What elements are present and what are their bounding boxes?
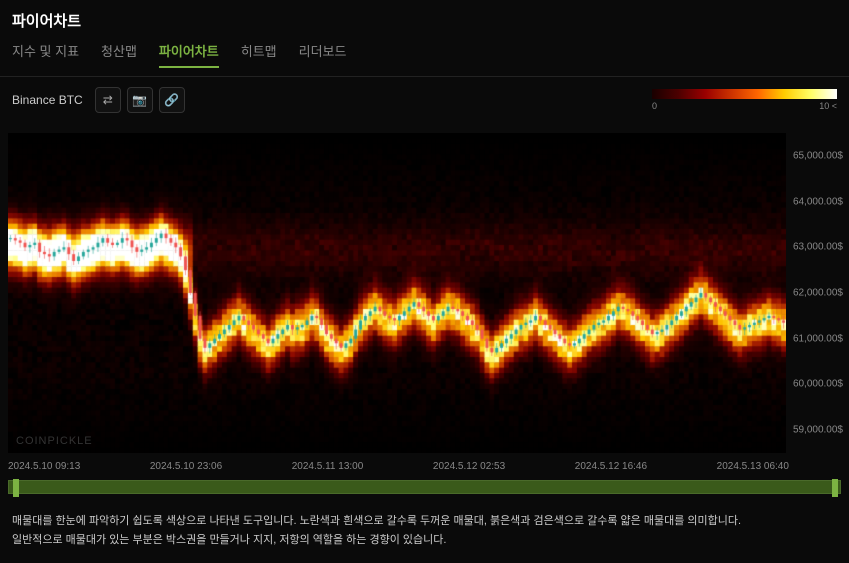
camera-icon[interactable]: 📷 — [127, 87, 153, 113]
tab-0[interactable]: 지수 및 지표 — [12, 41, 79, 68]
desc-line: 일반적으로 매물대가 있는 부분은 박스권을 만들거나 지지, 저항의 역할을 … — [12, 531, 837, 550]
x-axis: 2024.5.10 09:13 2024.5.10 23:06 2024.5.11 … — [0, 457, 849, 478]
y-tick: 65,000.00$ — [793, 150, 843, 161]
x-tick: 2024.5.10 09:13 — [8, 461, 80, 472]
legend-gradient — [652, 89, 837, 99]
y-tick: 61,000.00$ — [793, 333, 843, 344]
y-axis: 65,000.00$ 64,000.00$ 63,000.00$ 62,000.00$… — [789, 133, 843, 453]
color-legend: 0 10 < — [652, 89, 837, 111]
header: 파이어차트 — [0, 0, 849, 31]
swap-icon[interactable]: ⇄ — [95, 87, 121, 113]
y-tick: 59,000.00$ — [793, 425, 843, 436]
legend-labels: 0 10 < — [652, 101, 837, 111]
toolbar: Binance BTC ⇄ 📷 🔗 0 10 < — [0, 77, 849, 123]
tab-4[interactable]: 리더보드 — [299, 41, 347, 68]
exchange-selector[interactable]: Binance BTC — [12, 93, 89, 107]
x-tick: 2024.5.10 23:06 — [150, 461, 222, 472]
x-tick: 2024.5.12 16:46 — [575, 461, 647, 472]
y-tick: 60,000.00$ — [793, 379, 843, 390]
y-tick: 64,000.00$ — [793, 196, 843, 207]
tabs: 지수 및 지표 청산맵 파이어차트 히트맵 리더보드 — [0, 31, 849, 77]
scrub-handle-left[interactable] — [13, 479, 19, 497]
toolbar-left: Binance BTC ⇄ 📷 🔗 — [12, 87, 185, 113]
x-tick: 2024.5.12 02:53 — [433, 461, 505, 472]
tab-2[interactable]: 파이어차트 — [159, 41, 219, 68]
tab-3[interactable]: 히트맵 — [241, 41, 277, 68]
watermark: COINPICKLE — [16, 435, 93, 447]
x-tick: 2024.5.11 13:00 — [292, 461, 364, 472]
symbol-name: BTC — [59, 93, 83, 107]
heatmap-canvas[interactable] — [8, 133, 786, 453]
scrub-handle-right[interactable] — [832, 479, 838, 497]
link-icon[interactable]: 🔗 — [159, 87, 185, 113]
y-tick: 63,000.00$ — [793, 242, 843, 253]
legend-min: 0 — [652, 101, 657, 111]
chart-area: 65,000.00$ 64,000.00$ 63,000.00$ 62,000.00$… — [0, 123, 849, 457]
tab-1[interactable]: 청산맵 — [101, 41, 137, 68]
exchange-name: Binance — [12, 93, 55, 107]
y-tick: 62,000.00$ — [793, 288, 843, 299]
x-tick: 2024.5.13 06:40 — [717, 461, 789, 472]
desc-line: 매물대를 한눈에 파악하기 쉽도록 색상으로 나타낸 도구입니다. 노란색과 흰… — [12, 512, 837, 531]
page-title: 파이어차트 — [12, 10, 837, 31]
description: 매물대를 한눈에 파악하기 쉽도록 색상으로 나타낸 도구입니다. 노란색과 흰… — [0, 502, 849, 559]
time-scrubber[interactable] — [8, 480, 841, 494]
legend-max: 10 < — [819, 101, 837, 111]
